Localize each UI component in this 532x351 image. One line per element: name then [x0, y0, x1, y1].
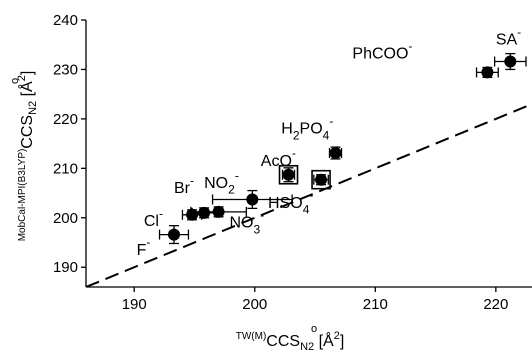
label-part: F — [137, 242, 147, 259]
axis-title-part: TW(M) — [236, 331, 267, 342]
y-tick-label: 240 — [53, 12, 78, 29]
axis-title-part: [Å — [314, 331, 334, 350]
data-point — [158, 225, 190, 245]
point-label: Br- — [174, 173, 194, 197]
plot-area — [86, 52, 532, 287]
label-part: Cl — [144, 213, 159, 230]
label-part: Br — [174, 180, 191, 197]
axis-title-part: 2 — [334, 330, 340, 342]
x-tick-label: 220 — [483, 296, 508, 313]
x-angstrom-ring: o — [311, 323, 317, 335]
axis-title-part: CCS — [266, 333, 300, 350]
data-point — [278, 164, 299, 185]
label-part: H — [281, 121, 293, 138]
label-part: - — [235, 168, 239, 182]
annotations: F-Cl-Br- NO2-AcO-H2PO4-HSO4-NO3-PhCOO- SA- — [137, 25, 522, 259]
label-part: 2 — [293, 128, 300, 142]
label-part: HSO — [268, 195, 303, 212]
axes: 190 200 210 220 230 240 190 200 210 220 — [53, 12, 532, 313]
label-part: 2 — [228, 183, 235, 197]
point-label: AcO- — [261, 146, 296, 170]
point-label: NO2- — [204, 168, 239, 196]
axis-title-part: N2 — [27, 101, 39, 115]
x-axis-title: TW(M)CCSN2 [Å2] — [236, 330, 345, 351]
point-marker — [212, 205, 225, 218]
x-tick-label: 210 — [363, 296, 388, 313]
x-tick-label: 190 — [122, 296, 147, 313]
point-marker — [315, 173, 328, 186]
point-marker — [246, 193, 259, 206]
label-part: - — [146, 235, 150, 249]
data-point — [493, 52, 527, 71]
point-marker — [329, 147, 342, 160]
label-part: - — [260, 208, 264, 222]
point-marker — [504, 55, 517, 68]
axis-title-part: MobCal-MPI(B3LYP) — [17, 149, 28, 242]
data-point — [190, 205, 247, 218]
point-label: F- — [137, 235, 151, 259]
point-marker — [167, 228, 180, 241]
point-label: H2PO4- — [281, 114, 333, 142]
y-axis-title: MobCal-MPI(B3LYP)CCSN2 [Å2] — [16, 71, 39, 242]
label-part: 4 — [303, 202, 310, 216]
x-tick-label: 200 — [242, 296, 267, 313]
y-tick-label: 230 — [53, 61, 78, 78]
label-part: - — [517, 25, 521, 39]
label-part: - — [309, 188, 313, 202]
label-part: PO — [300, 121, 323, 138]
square-marker-outline — [311, 169, 331, 190]
square-marker-outline — [278, 164, 299, 185]
axis-title-part: 2 — [16, 75, 28, 81]
label-part: 4 — [323, 128, 330, 142]
label-part: - — [190, 173, 194, 187]
point-label: HSO4- — [268, 188, 313, 216]
point-marker — [198, 206, 211, 219]
point-label: NO3- — [229, 208, 264, 236]
data-point — [311, 169, 331, 190]
y-tick-label: 200 — [53, 210, 78, 227]
y-tick-label: 190 — [53, 259, 78, 276]
label-part: 3 — [253, 222, 260, 236]
label-part: - — [292, 146, 296, 160]
y-tick-label: 220 — [53, 111, 78, 128]
data-point — [475, 66, 499, 79]
axis-title-part: CCS — [19, 115, 36, 149]
axis-title-part: ] — [19, 71, 36, 75]
y-angstrom-ring: o — [9, 78, 21, 84]
label-part: - — [329, 114, 333, 128]
axis-title-part: N2 — [300, 341, 314, 351]
label-part: SA — [496, 32, 518, 49]
label-part: NO — [229, 215, 253, 232]
label-part: - — [159, 206, 163, 220]
label-part: NO — [204, 175, 228, 192]
label-part: PhCOO — [352, 46, 408, 63]
point-label: PhCOO- — [352, 39, 412, 63]
point-label: Cl- — [144, 206, 163, 230]
y-tick-label: 210 — [53, 160, 78, 177]
label-part: - — [408, 39, 412, 53]
point-label: SA- — [496, 25, 521, 49]
point-marker — [282, 168, 295, 181]
axis-title-part: [Å — [17, 81, 36, 101]
axis-title-part: ] — [340, 333, 344, 350]
point-marker — [481, 66, 494, 79]
data-point — [328, 146, 343, 160]
label-part: AcO — [261, 153, 292, 170]
data-point — [211, 189, 293, 210]
reference-line — [86, 103, 532, 287]
